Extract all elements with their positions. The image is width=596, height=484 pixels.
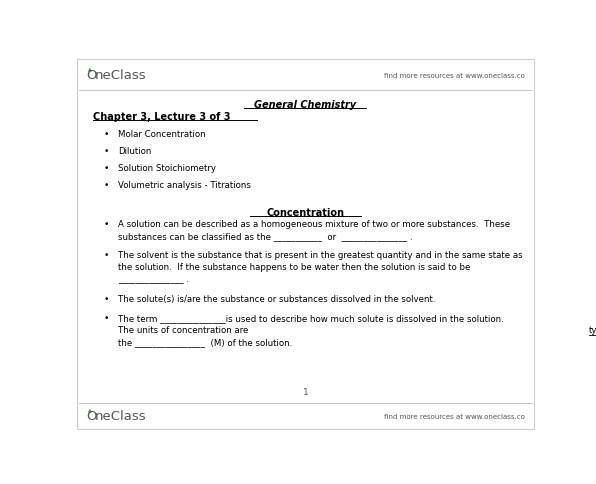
Text: The term _______________is used to describe how much solute is dissolved in the : The term _______________is used to descr… [119,313,504,322]
Text: A solution can be described as a homogeneous mixture of two or more substances. : A solution can be described as a homogen… [119,219,511,228]
Text: The solute(s) is/are the substance or substances dissolved in the solvent.: The solute(s) is/are the substance or su… [119,294,436,303]
Text: Concentration: Concentration [266,207,344,217]
Text: •: • [103,181,108,190]
Text: •: • [103,294,108,303]
Text: the solution.  If the substance happens to be water then the solution is said to: the solution. If the substance happens t… [119,263,471,272]
Text: O: O [86,409,97,423]
Text: _______________ .: _______________ . [119,275,190,284]
Text: •: • [103,147,108,156]
Text: •: • [103,164,108,173]
Text: Volumetric analysis - Titrations: Volumetric analysis - Titrations [119,181,252,190]
Text: The solvent is the substance that is present in the greatest quantity and in the: The solvent is the substance that is pre… [119,250,523,259]
Text: 1: 1 [303,387,308,396]
Text: •: • [103,250,108,259]
Text: typically: typically [589,325,596,334]
Text: O: O [86,69,97,82]
Text: Solution Stoichiometry: Solution Stoichiometry [119,164,216,173]
Text: Dilution: Dilution [119,147,152,156]
Text: substances can be classified as the ___________  or  _______________ .: substances can be classified as the ____… [119,231,413,241]
Text: ▲: ▲ [88,66,92,71]
Text: neClass: neClass [94,409,146,423]
Text: Molar Concentration: Molar Concentration [119,130,206,138]
Text: •: • [103,313,108,322]
Text: ▲: ▲ [88,407,92,411]
Text: •: • [103,219,108,228]
Text: the ________________  (M) of the solution.: the ________________ (M) of the solution… [119,338,293,347]
Text: find more resources at www.oneclass.co: find more resources at www.oneclass.co [384,73,525,78]
Text: find more resources at www.oneclass.co: find more resources at www.oneclass.co [384,413,525,419]
Text: neClass: neClass [94,69,146,82]
Text: •: • [103,130,108,138]
Text: General Chemistry: General Chemistry [254,100,356,110]
Text: Chapter 3, Lecture 3 of 3: Chapter 3, Lecture 3 of 3 [93,112,231,122]
Text: The units of concentration are: The units of concentration are [119,325,252,334]
